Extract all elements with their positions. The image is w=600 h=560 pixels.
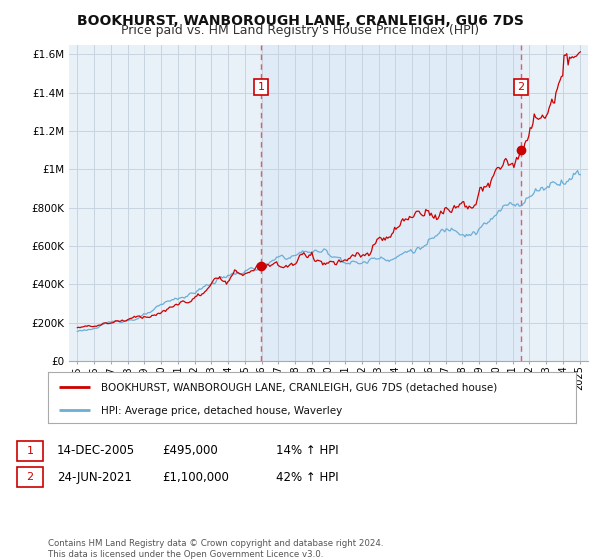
- Text: Contains HM Land Registry data © Crown copyright and database right 2024.
This d: Contains HM Land Registry data © Crown c…: [48, 539, 383, 559]
- Text: 24-JUN-2021: 24-JUN-2021: [57, 470, 132, 484]
- Text: £495,000: £495,000: [162, 444, 218, 458]
- Text: BOOKHURST, WANBOROUGH LANE, CRANLEIGH, GU6 7DS (detached house): BOOKHURST, WANBOROUGH LANE, CRANLEIGH, G…: [101, 382, 497, 393]
- Text: 14% ↑ HPI: 14% ↑ HPI: [276, 444, 338, 458]
- Text: 14-DEC-2005: 14-DEC-2005: [57, 444, 135, 458]
- Text: 42% ↑ HPI: 42% ↑ HPI: [276, 470, 338, 484]
- Text: BOOKHURST, WANBOROUGH LANE, CRANLEIGH, GU6 7DS: BOOKHURST, WANBOROUGH LANE, CRANLEIGH, G…: [77, 14, 523, 28]
- Text: Price paid vs. HM Land Registry's House Price Index (HPI): Price paid vs. HM Land Registry's House …: [121, 24, 479, 37]
- Text: HPI: Average price, detached house, Waverley: HPI: Average price, detached house, Wave…: [101, 406, 342, 416]
- Text: 2: 2: [26, 472, 34, 482]
- Bar: [261, 45, 521, 361]
- Text: 2: 2: [517, 82, 524, 92]
- Text: £1,100,000: £1,100,000: [162, 470, 229, 484]
- Text: 1: 1: [257, 82, 265, 92]
- Text: 1: 1: [26, 446, 34, 456]
